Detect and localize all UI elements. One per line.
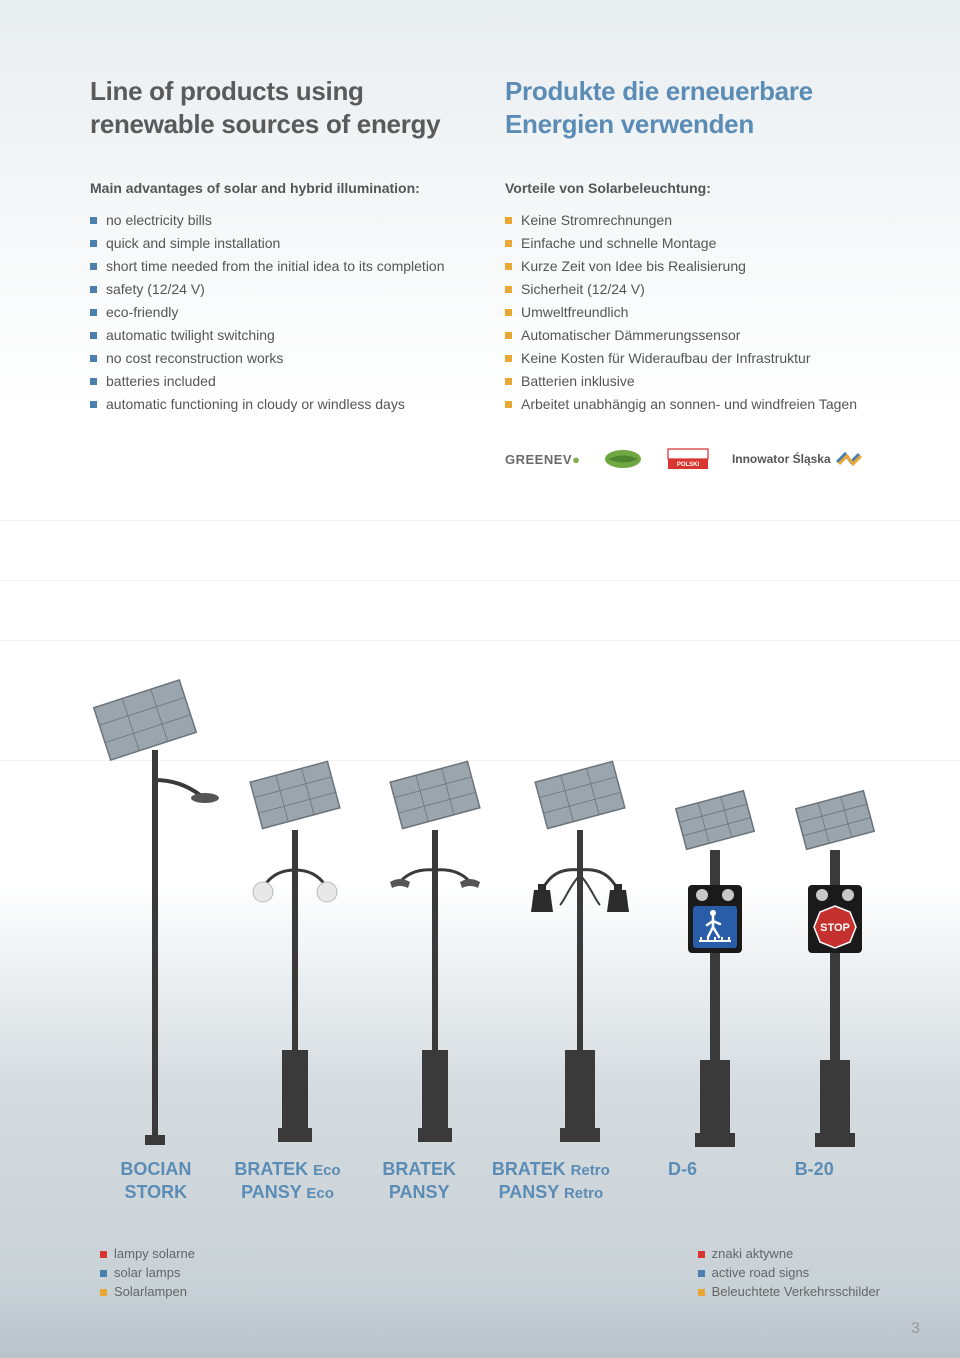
product-item: [510, 750, 650, 1150]
list-item: Automatischer Dämmerungssensor: [505, 325, 880, 346]
product-name: BRATEK EcoPANSY Eco: [222, 1158, 354, 1205]
product-item: [230, 750, 360, 1150]
lamp-bratek-retro: [510, 750, 650, 1150]
product-item: [660, 780, 770, 1150]
legend-item: active road signs: [698, 1264, 880, 1283]
list-item: no cost reconstruction works: [90, 348, 465, 369]
legend-item: Beleuchtete Verkehrsschilder: [698, 1283, 880, 1302]
list-item: Arbeitet unabhängig an sonnen- und windf…: [505, 394, 880, 415]
legend-signs: znaki aktywneactive road signsBeleuchtet…: [698, 1245, 880, 1302]
list-item: no electricity bills: [90, 210, 465, 231]
lamp-bratek-eco: [230, 750, 360, 1150]
list-item: eco-friendly: [90, 302, 465, 323]
list-item: automatic twilight switching: [90, 325, 465, 346]
list-item: batteries included: [90, 371, 465, 392]
svg-text:POLSKI: POLSKI: [677, 462, 700, 468]
svg-text:STOP: STOP: [820, 922, 850, 934]
list-item: Einfache und schnelle Montage: [505, 233, 880, 254]
title-english: Line of products using renewable sources…: [90, 75, 465, 140]
list-item: Keine Kosten für Wideraufbau der Infrast…: [505, 348, 880, 369]
product-name: B-20: [748, 1158, 880, 1205]
list-item: automatic functioning in cloudy or windl…: [90, 394, 465, 415]
list-item: quick and simple installation: [90, 233, 465, 254]
product-name: BRATEKPANSY: [353, 1158, 485, 1205]
subtitle-german: Vorteile von Solarbeleuchtung:: [505, 180, 880, 196]
list-item: Batterien inklusive: [505, 371, 880, 392]
leaf-logo: [602, 446, 644, 472]
lamp-bratek: [370, 750, 500, 1150]
product-item: [370, 750, 500, 1150]
legend-lamps: lampy solarnesolar lampsSolarlampen: [100, 1245, 195, 1302]
products-row: STOP: [0, 640, 960, 1150]
title-german: Produkte die erneuerbare Energien verwen…: [505, 75, 880, 140]
product-item: STOP: [780, 780, 890, 1150]
legend-item: Solarlampen: [100, 1283, 195, 1302]
legend-item: lampy solarne: [100, 1245, 195, 1264]
list-item: Kurze Zeit von Idee bis Realisierung: [505, 256, 880, 277]
legend-item: solar lamps: [100, 1264, 195, 1283]
product-names-row: BOCIANSTORKBRATEK EcoPANSY EcoBRATEKPANS…: [0, 1158, 960, 1205]
sign-b20: STOP: [780, 780, 890, 1150]
legend-item: znaki aktywne: [698, 1245, 880, 1264]
list-item: safety (12/24 V): [90, 279, 465, 300]
column-german: Produkte die erneuerbare Energien verwen…: [505, 75, 880, 473]
lamp-bocian: [90, 670, 220, 1150]
advantages-list-german: Keine StromrechnungenEinfache und schnel…: [505, 210, 880, 415]
legends-row: lampy solarnesolar lampsSolarlampen znak…: [0, 1245, 960, 1302]
sign-d6: [660, 780, 770, 1150]
page-number: 3: [911, 1320, 920, 1338]
logo-row: GREENEV● POLSKI Innowator Śląska: [505, 445, 880, 473]
list-item: Keine Stromrechnungen: [505, 210, 880, 231]
product-name: BOCIANSTORK: [90, 1158, 222, 1205]
product-item: [90, 670, 220, 1150]
list-item: Sicherheit (12/24 V): [505, 279, 880, 300]
greenevo-logo: GREENEV●: [505, 452, 580, 467]
subtitle-english: Main advantages of solar and hybrid illu…: [90, 180, 465, 196]
column-english: Line of products using renewable sources…: [90, 75, 465, 473]
product-name: BRATEK RetroPANSY Retro: [485, 1158, 617, 1205]
innowator-logo: Innowator Śląska: [732, 450, 863, 468]
polski-logo: POLSKI: [666, 445, 710, 473]
advantages-list-english: no electricity billsquick and simple ins…: [90, 210, 465, 415]
list-item: Umweltfreundlich: [505, 302, 880, 323]
list-item: short time needed from the initial idea …: [90, 256, 465, 277]
product-name: D-6: [617, 1158, 749, 1205]
